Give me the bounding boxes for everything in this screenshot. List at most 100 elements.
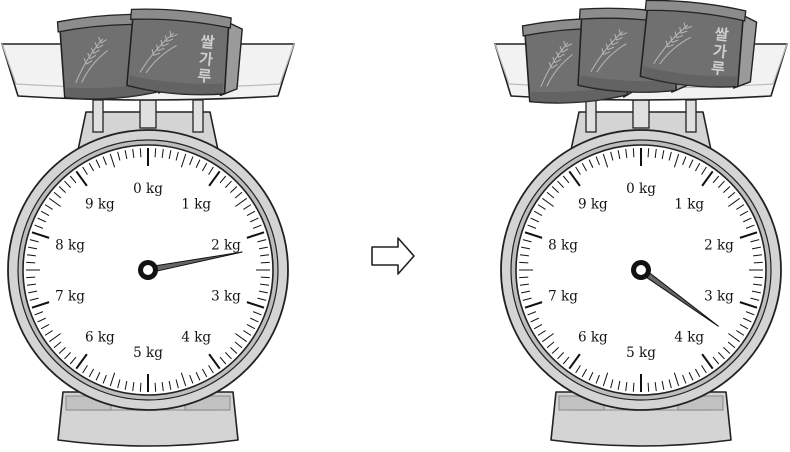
dial-tick [132, 148, 135, 158]
support-post [585, 99, 597, 133]
dial-tick [739, 210, 749, 216]
dial-tick [230, 186, 238, 194]
dial-tick [139, 382, 142, 392]
dial-tick [195, 372, 201, 381]
rice-bag: 쌀가루 [126, 8, 243, 97]
dial-tick [64, 352, 72, 360]
dial-tick [688, 159, 694, 168]
dial-tick [195, 159, 201, 168]
dial-tick [29, 297, 39, 301]
dial-tick [533, 210, 543, 216]
dial-tick [250, 317, 259, 323]
dial-tick [530, 217, 539, 223]
dial-tick [575, 365, 581, 374]
dial-label: 5 kg [626, 345, 656, 361]
dial-tick [739, 301, 758, 309]
dial-tick [745, 311, 755, 316]
dial-tick [252, 224, 262, 229]
dial-label: 2 kg [704, 238, 734, 254]
dial-tick [234, 341, 243, 349]
dial-tick [610, 151, 614, 161]
dial-label: 1 kg [181, 197, 211, 213]
bag-rim [644, 0, 747, 22]
dial-tick [154, 382, 157, 392]
bag-label: 쌀가루 [708, 26, 731, 79]
dial-tick [260, 261, 270, 264]
dial-label: 6 kg [578, 329, 608, 345]
dial-tick [64, 180, 72, 188]
right-arrow-icon [371, 237, 415, 275]
support-post [685, 99, 697, 133]
dial-tick [521, 246, 531, 250]
bag-label: 쌀가루 [194, 33, 216, 85]
dial-tick [37, 317, 46, 323]
dial-tick [69, 175, 77, 184]
dial-tick [168, 150, 172, 160]
dial-label: 2 kg [211, 238, 241, 254]
dial-tick [557, 180, 565, 188]
dial-tick [551, 186, 559, 194]
dial-tick [260, 283, 270, 286]
dial-tick [736, 204, 745, 210]
dial-tick [82, 365, 88, 374]
dial-tick [568, 353, 581, 370]
needle-hub-inner [143, 265, 153, 275]
dial-tick [695, 162, 701, 172]
dial-tick [82, 166, 88, 175]
dial-tick [250, 217, 259, 223]
dial-tick [602, 372, 609, 387]
dial-tick [139, 148, 142, 158]
dial-tick [246, 301, 265, 309]
dial-tick [753, 254, 763, 257]
dial-label: 3 kg [211, 288, 241, 304]
center-stem [139, 99, 157, 129]
dial-tick [132, 382, 135, 392]
dial-tick [219, 175, 227, 184]
dial-label: 3 kg [704, 288, 734, 304]
dial-tick [661, 380, 665, 390]
dial-tick [161, 382, 164, 392]
dial-tick [180, 153, 187, 168]
dial-tick [751, 246, 761, 250]
dial-tick [258, 246, 268, 250]
dial-tick [243, 204, 252, 210]
dial-tick [728, 333, 740, 343]
dial-label: 7 kg [55, 288, 85, 304]
dial-label: 1 kg [674, 197, 704, 213]
dial-tick [26, 254, 36, 257]
dial-tick [208, 166, 214, 175]
dial-tick [31, 301, 50, 309]
dial-tick [736, 330, 745, 336]
dial-tick [527, 224, 537, 229]
dial-label: 5 kg [133, 345, 163, 361]
dial-tick [243, 330, 252, 336]
dial-tick [175, 151, 179, 161]
dial-tick [581, 368, 587, 378]
dial-label: 6 kg [85, 329, 115, 345]
dial-tick [246, 324, 256, 330]
dial-tick [26, 283, 36, 286]
dial-tick [202, 368, 208, 378]
scale-before: 쌀가루쌀가루 0 kg 1 kg 2 kg 3 kg 4 kg 5 kg 6 kg 7 kg 8 … [1, 8, 295, 447]
dial-tick [682, 156, 687, 166]
dial-tick [610, 379, 614, 389]
dial-tick [745, 224, 755, 229]
dial-tick [522, 297, 532, 301]
rice-stalk-icon [139, 30, 178, 74]
dial-tick [723, 186, 731, 194]
dial-tick [44, 330, 53, 336]
dial-tick [28, 246, 38, 250]
support-post [92, 99, 104, 133]
dial-tick [647, 148, 650, 158]
dial-tick [728, 197, 740, 207]
dial-ticks [26, 148, 270, 392]
dial-tick [595, 374, 600, 384]
dial-tick [557, 352, 565, 360]
dial-tick [260, 254, 270, 257]
dial-tick [208, 365, 214, 374]
dial-tick [568, 170, 581, 187]
rice-stalk-icon [590, 29, 628, 73]
dial-tick [519, 276, 529, 279]
dial-tick [739, 231, 758, 239]
